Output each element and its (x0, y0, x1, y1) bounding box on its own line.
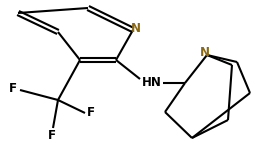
Text: F: F (48, 129, 56, 142)
Text: F: F (87, 106, 95, 119)
Text: F: F (9, 82, 17, 96)
Text: N: N (131, 22, 141, 36)
Text: HN: HN (142, 76, 162, 89)
Text: N: N (200, 46, 210, 59)
